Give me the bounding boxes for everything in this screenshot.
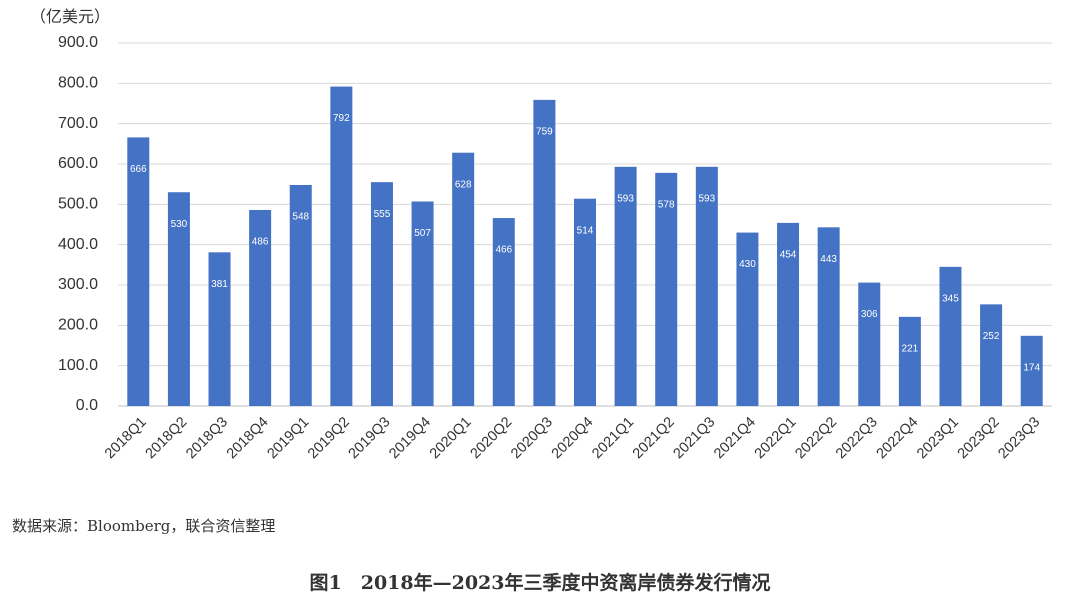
x-tick-label: 2023Q3 <box>995 414 1043 462</box>
value-label: 252 <box>983 331 1000 342</box>
value-label: 530 <box>171 219 188 230</box>
y-tick-label: 400.0 <box>58 236 98 253</box>
bar <box>655 172 678 406</box>
value-label: 486 <box>252 237 269 248</box>
x-tick-label: 2021Q4 <box>711 414 759 462</box>
bar <box>980 304 1003 406</box>
x-tick-label: 2022Q1 <box>752 414 800 462</box>
y-tick-label: 900.0 <box>58 34 98 51</box>
x-tick-label: 2023Q1 <box>914 414 962 462</box>
x-tick-label: 2019Q3 <box>346 414 394 462</box>
y-tick-label: 800.0 <box>58 75 98 92</box>
x-tick-label: 2023Q2 <box>955 414 1003 462</box>
x-tick-label: 2020Q3 <box>508 414 556 462</box>
bar <box>411 201 434 406</box>
y-tick-label: 300.0 <box>58 276 98 293</box>
x-tick-label: 2021Q3 <box>671 414 719 462</box>
bar <box>492 218 515 406</box>
value-label: 443 <box>820 254 837 265</box>
value-label: 593 <box>617 193 634 204</box>
bar <box>330 86 353 406</box>
x-tick-label: 2019Q4 <box>386 414 434 462</box>
bar <box>167 192 190 406</box>
x-tick-label: 2022Q3 <box>833 414 881 462</box>
chart-title: 图1 2018年—2023年三季度中资离岸债券发行情况 <box>310 571 771 594</box>
x-tick-label: 2020Q2 <box>468 414 516 462</box>
bar <box>533 99 556 407</box>
x-tick-label: 2022Q4 <box>874 414 922 462</box>
bar <box>695 166 718 406</box>
y-tick-label: 0.0 <box>76 397 98 414</box>
bar <box>939 266 962 406</box>
y-tick-label: 200.0 <box>58 317 98 334</box>
x-tick-label: 2018Q3 <box>183 414 231 462</box>
x-tick-label: 2021Q1 <box>589 414 637 462</box>
bar <box>898 316 921 406</box>
value-label: 430 <box>739 259 756 270</box>
bar <box>858 282 881 406</box>
x-tick-label: 2022Q2 <box>792 414 840 462</box>
value-label: 792 <box>333 113 350 124</box>
bar <box>289 184 312 406</box>
value-label: 507 <box>414 228 431 239</box>
bar <box>249 209 272 406</box>
y-tick-label: 600.0 <box>58 155 98 172</box>
value-label: 666 <box>130 164 147 175</box>
value-label: 466 <box>495 245 512 256</box>
value-label: 174 <box>1023 362 1040 373</box>
bar <box>817 227 840 406</box>
value-label: 454 <box>780 250 797 261</box>
y-tick-label: 100.0 <box>58 357 98 374</box>
value-label: 578 <box>658 200 675 211</box>
x-tick-label: 2018Q1 <box>102 414 150 462</box>
bar <box>736 232 759 406</box>
value-label: 555 <box>374 209 391 220</box>
x-tick-label: 2018Q2 <box>143 414 191 462</box>
value-label: 306 <box>861 309 878 320</box>
x-tick-label: 2020Q4 <box>549 414 597 462</box>
x-tick-label: 2020Q1 <box>427 414 475 462</box>
value-label: 381 <box>211 279 228 290</box>
y-tick-label: 500.0 <box>58 196 98 213</box>
unit-label: （亿美元） <box>30 8 110 26</box>
value-label: 514 <box>577 225 594 236</box>
y-tick-label: 700.0 <box>58 115 98 132</box>
bar <box>127 137 150 406</box>
value-label: 221 <box>902 344 919 355</box>
value-label: 628 <box>455 179 472 190</box>
bar <box>777 222 800 406</box>
value-label: 593 <box>698 193 715 204</box>
bar <box>614 166 637 406</box>
x-tick-label: 2019Q1 <box>264 414 312 462</box>
value-label: 345 <box>942 293 959 304</box>
bar <box>1020 335 1043 406</box>
bar <box>574 198 596 406</box>
bar <box>370 182 393 406</box>
x-tick-label: 2018Q4 <box>224 414 272 462</box>
value-label: 548 <box>292 212 309 223</box>
value-label: 759 <box>536 127 553 138</box>
x-tick-label: 2021Q2 <box>630 414 678 462</box>
x-tick-label: 2019Q2 <box>305 414 353 462</box>
source-note: 数据来源：Bloomberg，联合资信整理 <box>12 517 275 535</box>
bar <box>208 252 231 406</box>
bar <box>452 152 475 406</box>
